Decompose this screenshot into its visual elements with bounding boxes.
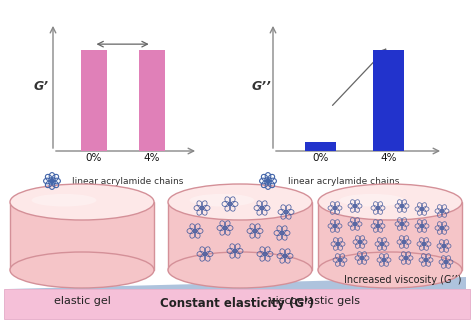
Text: 4%: 4% [143,153,160,163]
Text: G’: G’ [34,81,48,93]
Bar [138,50,164,151]
Bar [81,50,107,151]
Ellipse shape [10,252,154,288]
Polygon shape [8,277,466,289]
Text: linear acrylamide chains: linear acrylamide chains [72,177,183,186]
Bar [374,50,404,151]
Ellipse shape [32,194,96,206]
Ellipse shape [190,194,255,206]
Bar [10,202,154,270]
Text: elastic gel: elastic gel [54,296,110,306]
Text: Increased viscosity (G’’): Increased viscosity (G’’) [345,275,462,285]
Ellipse shape [168,184,312,220]
Ellipse shape [10,184,154,220]
Text: 0%: 0% [85,153,102,163]
Text: 4%: 4% [380,153,397,163]
Text: 0%: 0% [312,153,329,163]
Text: linear acrylamide chains: linear acrylamide chains [288,177,400,186]
Ellipse shape [318,252,462,288]
Bar [305,143,336,151]
Text: G’’: G’’ [251,81,271,93]
Ellipse shape [339,194,404,206]
Bar [4,289,470,319]
Ellipse shape [318,184,462,220]
Text: viscoelastic gels: viscoelastic gels [270,296,361,306]
Text: Constant elasticity (G’): Constant elasticity (G’) [160,298,314,310]
Bar [168,202,312,270]
Bar [318,202,462,270]
Ellipse shape [168,252,312,288]
